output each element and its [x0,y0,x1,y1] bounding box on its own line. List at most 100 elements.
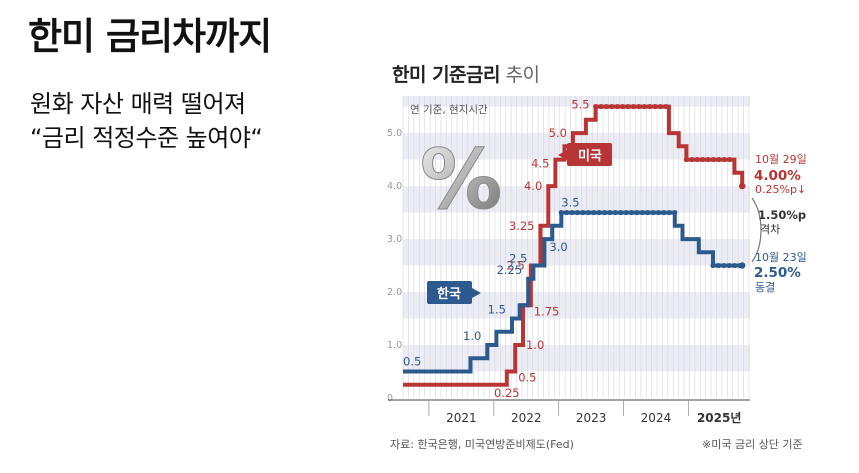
chart-title-sub: 추이 [505,64,540,86]
x-tick-label: 2021 [446,411,477,425]
series-dot [593,103,599,110]
gap-bracket: 1.50%p 격차 [751,197,806,263]
series-tag-korea-label: 한국 [437,286,461,302]
us-end-change: 0.25%p↓ [755,183,806,196]
source-note: 자료: 한국은행, 미국연방준비제도(Fed) [390,438,574,451]
series-dot [580,209,586,216]
y-tick-label: 0 [387,393,393,404]
x-tick-label: 2022 [511,411,542,425]
series-dot [620,103,626,110]
series-dot [603,103,610,110]
series-dot [569,209,575,216]
series-dot [689,156,695,163]
series-dot [628,209,635,216]
series-dot [716,156,722,163]
value-label: 0.25 [494,386,520,400]
series-end-point [739,182,746,190]
series-dot [694,156,700,163]
series-dot [661,209,667,216]
series-tag-us-label: 미국 [578,148,602,164]
value-label: 5.0 [549,126,567,140]
value-label: 3.0 [549,240,567,254]
footnote: ※미국 금리 상단 기준 [702,438,803,451]
chart-title-main: 한미 기준금리 [392,64,501,86]
series-dot [732,262,738,269]
korea-end-date: 10월 23일 [755,250,807,264]
us-end-value: 4.00% [754,168,801,184]
y-tick-label: 5.0 [387,128,402,139]
value-label: 2.25 [497,263,523,277]
series-dot [636,103,642,110]
gap-text: 격차 [760,223,780,236]
chart-title: 한미 기준금리 추이 [392,60,540,87]
korea-end-change: 동결 [755,281,775,294]
x-tick-label: 2024 [641,411,672,425]
chart-band [403,239,750,266]
series-tag-korea: 한국 [427,281,481,304]
us-end-date: 10월 29일 [755,152,807,166]
subheadline-line-1: 원화 자산 매력 떨어져 [30,90,246,118]
value-label: 4.5 [531,157,549,171]
chart-band [403,345,750,372]
series-dot [650,209,656,216]
korea-end-label: 10월 23일 2.50% 동결 [754,250,807,294]
series-dot [558,209,564,216]
value-label: 3.5 [561,196,579,210]
series-dot [623,209,629,216]
series-dot [641,103,647,110]
series-dot [614,103,620,110]
value-label: 2.5 [506,259,524,273]
series-dot [721,262,727,269]
series-dot [625,103,631,110]
series-dot [663,103,669,110]
series-dot [672,209,678,216]
value-label: 0.5 [518,371,536,385]
value-label: 1.0 [526,338,544,352]
series-dot [564,209,570,216]
series-line-us [403,104,745,387]
series-dot [727,156,733,163]
chart-band [403,96,750,107]
headline: 한미 금리차까지 [28,15,272,58]
series-dot [574,209,581,216]
subheadline-line-2: “금리 적정수준 높여야“ [30,124,263,152]
series-dot [634,209,640,216]
series-dot [721,156,727,163]
series-dot [666,209,672,216]
series-dot [639,209,645,216]
value-label: 1.75 [534,304,560,318]
value-label: 4.0 [524,179,542,193]
percent-decor-icon: % [420,133,502,228]
series-dot [710,156,717,163]
x-tick-label: 2023 [576,411,607,425]
y-tick-label: 2.0 [387,287,402,298]
y-tick-label: 4.0 [387,181,402,192]
y-tick-label: 1.0 [387,340,402,351]
value-label: 2.5 [509,252,527,266]
series-tag-us: 미국 [558,143,612,166]
series-dot [612,209,618,216]
series-dot [726,262,732,269]
series-dot [596,209,602,216]
series-dot [630,103,637,110]
series-dot [598,103,604,110]
series-dot [591,209,597,216]
value-label: 0.5 [403,355,421,369]
x-tick-label: 2025년 [697,411,741,425]
series-dot [715,262,722,269]
series-dot [609,103,615,110]
series-dot [645,209,651,216]
series-end-point [739,262,746,269]
unit-note: 연 기준, 현지시간 [410,104,488,116]
series-dot [655,209,662,216]
series-dot [601,209,608,216]
value-label: 1.0 [463,329,481,343]
series-line-korea [403,210,743,374]
y-tick-label: 3.0 [387,234,402,245]
value-label: 3.25 [509,219,535,233]
series-dot [683,156,690,163]
series-dot [657,103,664,110]
series-dot [710,262,716,269]
series-dot [652,103,658,110]
